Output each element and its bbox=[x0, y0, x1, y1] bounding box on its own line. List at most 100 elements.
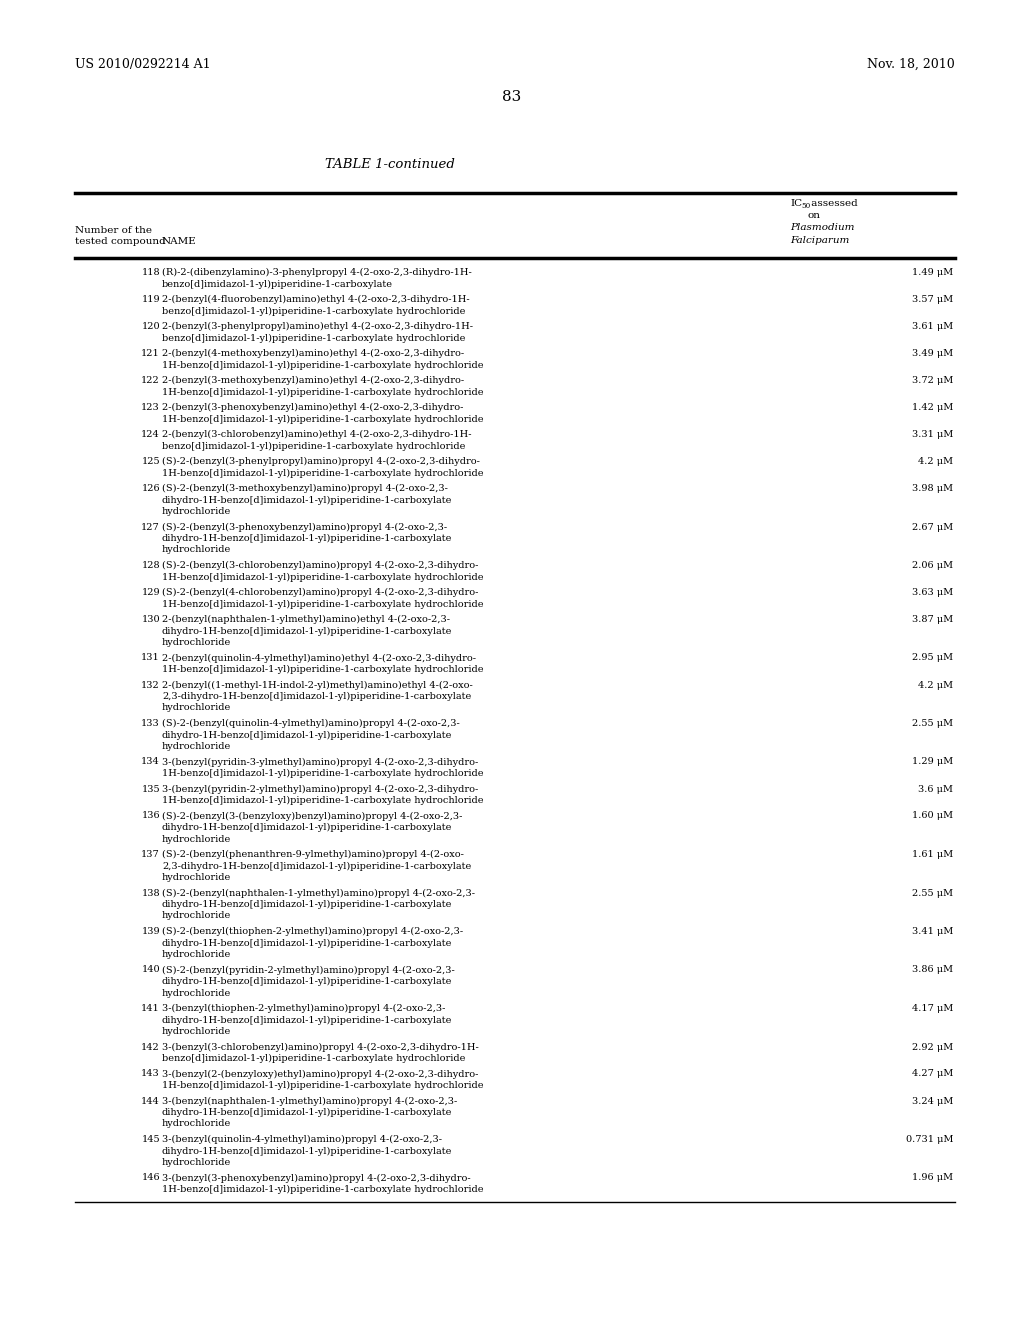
Text: dihydro-1H-benzo[d]imidazol-1-yl)piperidine-1-carboxylate: dihydro-1H-benzo[d]imidazol-1-yl)piperid… bbox=[162, 535, 453, 543]
Text: (S)-2-(benzyl(4-chlorobenzyl)amino)propyl 4-(2-oxo-2,3-dihydro-: (S)-2-(benzyl(4-chlorobenzyl)amino)propy… bbox=[162, 587, 478, 597]
Text: 140: 140 bbox=[141, 965, 160, 974]
Text: 1.96 μM: 1.96 μM bbox=[912, 1173, 953, 1183]
Text: 145: 145 bbox=[141, 1135, 160, 1144]
Text: 3.6 μM: 3.6 μM bbox=[918, 784, 953, 793]
Text: hydrochloride: hydrochloride bbox=[162, 950, 231, 960]
Text: 3-(benzyl(pyridin-2-ylmethyl)amino)propyl 4-(2-oxo-2,3-dihydro-: 3-(benzyl(pyridin-2-ylmethyl)amino)propy… bbox=[162, 784, 478, 793]
Text: tested compound: tested compound bbox=[75, 238, 166, 246]
Text: hydrochloride: hydrochloride bbox=[162, 912, 231, 920]
Text: 127: 127 bbox=[141, 523, 160, 532]
Text: 124: 124 bbox=[141, 430, 160, 440]
Text: 1H-benzo[d]imidazol-1-yl)piperidine-1-carboxylate hydrochloride: 1H-benzo[d]imidazol-1-yl)piperidine-1-ca… bbox=[162, 599, 483, 609]
Text: dihydro-1H-benzo[d]imidazol-1-yl)piperidine-1-carboxylate: dihydro-1H-benzo[d]imidazol-1-yl)piperid… bbox=[162, 939, 453, 948]
Text: 3.63 μM: 3.63 μM bbox=[911, 587, 953, 597]
Text: 3.87 μM: 3.87 μM bbox=[911, 615, 953, 624]
Text: 3.31 μM: 3.31 μM bbox=[911, 430, 953, 440]
Text: 1H-benzo[d]imidazol-1-yl)piperidine-1-carboxylate hydrochloride: 1H-benzo[d]imidazol-1-yl)piperidine-1-ca… bbox=[162, 469, 483, 478]
Text: hydrochloride: hydrochloride bbox=[162, 873, 231, 882]
Text: 2-(benzyl(4-fluorobenzyl)amino)ethyl 4-(2-oxo-2,3-dihydro-1H-: 2-(benzyl(4-fluorobenzyl)amino)ethyl 4-(… bbox=[162, 294, 470, 304]
Text: Nov. 18, 2010: Nov. 18, 2010 bbox=[867, 58, 955, 71]
Text: assessed: assessed bbox=[808, 199, 858, 209]
Text: dihydro-1H-benzo[d]imidazol-1-yl)piperidine-1-carboxylate: dihydro-1H-benzo[d]imidazol-1-yl)piperid… bbox=[162, 1015, 453, 1024]
Text: 2-(benzyl(3-chlorobenzyl)amino)ethyl 4-(2-oxo-2,3-dihydro-1H-: 2-(benzyl(3-chlorobenzyl)amino)ethyl 4-(… bbox=[162, 430, 471, 440]
Text: 3-(benzyl(pyridin-3-ylmethyl)amino)propyl 4-(2-oxo-2,3-dihydro-: 3-(benzyl(pyridin-3-ylmethyl)amino)propy… bbox=[162, 758, 478, 767]
Text: 2.67 μM: 2.67 μM bbox=[911, 523, 953, 532]
Text: 135: 135 bbox=[141, 784, 160, 793]
Text: 2.92 μM: 2.92 μM bbox=[911, 1043, 953, 1052]
Text: dihydro-1H-benzo[d]imidazol-1-yl)piperidine-1-carboxylate: dihydro-1H-benzo[d]imidazol-1-yl)piperid… bbox=[162, 822, 453, 832]
Text: 2-(benzyl(3-phenoxybenzyl)amino)ethyl 4-(2-oxo-2,3-dihydro-: 2-(benzyl(3-phenoxybenzyl)amino)ethyl 4-… bbox=[162, 403, 464, 412]
Text: 2-(benzyl((1-methyl-1H-indol-2-yl)methyl)amino)ethyl 4-(2-oxo-: 2-(benzyl((1-methyl-1H-indol-2-yl)methyl… bbox=[162, 681, 473, 689]
Text: dihydro-1H-benzo[d]imidazol-1-yl)piperidine-1-carboxylate: dihydro-1H-benzo[d]imidazol-1-yl)piperid… bbox=[162, 495, 453, 504]
Text: (S)-2-(benzyl(3-chlorobenzyl)amino)propyl 4-(2-oxo-2,3-dihydro-: (S)-2-(benzyl(3-chlorobenzyl)amino)propy… bbox=[162, 561, 478, 570]
Text: 3.98 μM: 3.98 μM bbox=[912, 484, 953, 492]
Text: 1.42 μM: 1.42 μM bbox=[911, 403, 953, 412]
Text: Falciparum: Falciparum bbox=[790, 236, 849, 246]
Text: 120: 120 bbox=[141, 322, 160, 331]
Text: hydrochloride: hydrochloride bbox=[162, 704, 231, 713]
Text: 118: 118 bbox=[141, 268, 160, 277]
Text: 2,3-dihydro-1H-benzo[d]imidazol-1-yl)piperidine-1-carboxylate: 2,3-dihydro-1H-benzo[d]imidazol-1-yl)pip… bbox=[162, 862, 471, 871]
Text: (S)-2-(benzyl(3-phenoxybenzyl)amino)propyl 4-(2-oxo-2,3-: (S)-2-(benzyl(3-phenoxybenzyl)amino)prop… bbox=[162, 523, 447, 532]
Text: 0.731 μM: 0.731 μM bbox=[905, 1135, 953, 1144]
Text: 137: 137 bbox=[141, 850, 160, 859]
Text: 2-(benzyl(4-methoxybenzyl)amino)ethyl 4-(2-oxo-2,3-dihydro-: 2-(benzyl(4-methoxybenzyl)amino)ethyl 4-… bbox=[162, 348, 464, 358]
Text: benzo[d]imidazol-1-yl)piperidine-1-carboxylate: benzo[d]imidazol-1-yl)piperidine-1-carbo… bbox=[162, 280, 393, 289]
Text: 141: 141 bbox=[141, 1005, 160, 1012]
Text: 146: 146 bbox=[141, 1173, 160, 1183]
Text: 2-(benzyl(3-phenylpropyl)amino)ethyl 4-(2-oxo-2,3-dihydro-1H-: 2-(benzyl(3-phenylpropyl)amino)ethyl 4-(… bbox=[162, 322, 473, 331]
Text: 128: 128 bbox=[141, 561, 160, 570]
Text: 1.49 μM: 1.49 μM bbox=[911, 268, 953, 277]
Text: 133: 133 bbox=[141, 719, 160, 729]
Text: 3.49 μM: 3.49 μM bbox=[911, 348, 953, 358]
Text: 1H-benzo[d]imidazol-1-yl)piperidine-1-carboxylate hydrochloride: 1H-benzo[d]imidazol-1-yl)piperidine-1-ca… bbox=[162, 1185, 483, 1195]
Text: 1H-benzo[d]imidazol-1-yl)piperidine-1-carboxylate hydrochloride: 1H-benzo[d]imidazol-1-yl)piperidine-1-ca… bbox=[162, 796, 483, 805]
Text: 2-(benzyl(naphthalen-1-ylmethyl)amino)ethyl 4-(2-oxo-2,3-: 2-(benzyl(naphthalen-1-ylmethyl)amino)et… bbox=[162, 615, 450, 624]
Text: (S)-2-(benzyl(quinolin-4-ylmethyl)amino)propyl 4-(2-oxo-2,3-: (S)-2-(benzyl(quinolin-4-ylmethyl)amino)… bbox=[162, 719, 460, 729]
Text: hydrochloride: hydrochloride bbox=[162, 989, 231, 998]
Text: 3-(benzyl(thiophen-2-ylmethyl)amino)propyl 4-(2-oxo-2,3-: 3-(benzyl(thiophen-2-ylmethyl)amino)prop… bbox=[162, 1005, 445, 1014]
Text: hydrochloride: hydrochloride bbox=[162, 1158, 231, 1167]
Text: 136: 136 bbox=[141, 812, 160, 821]
Text: dihydro-1H-benzo[d]imidazol-1-yl)piperidine-1-carboxylate: dihydro-1H-benzo[d]imidazol-1-yl)piperid… bbox=[162, 1147, 453, 1155]
Text: (S)-2-(benzyl(3-(benzyloxy)benzyl)amino)propyl 4-(2-oxo-2,3-: (S)-2-(benzyl(3-(benzyloxy)benzyl)amino)… bbox=[162, 812, 463, 821]
Text: hydrochloride: hydrochloride bbox=[162, 1027, 231, 1036]
Text: Number of the: Number of the bbox=[75, 226, 152, 235]
Text: 134: 134 bbox=[141, 758, 160, 767]
Text: 1H-benzo[d]imidazol-1-yl)piperidine-1-carboxylate hydrochloride: 1H-benzo[d]imidazol-1-yl)piperidine-1-ca… bbox=[162, 770, 483, 777]
Text: benzo[d]imidazol-1-yl)piperidine-1-carboxylate hydrochloride: benzo[d]imidazol-1-yl)piperidine-1-carbo… bbox=[162, 306, 465, 315]
Text: 50: 50 bbox=[801, 202, 810, 210]
Text: 129: 129 bbox=[141, 587, 160, 597]
Text: dihydro-1H-benzo[d]imidazol-1-yl)piperidine-1-carboxylate: dihydro-1H-benzo[d]imidazol-1-yl)piperid… bbox=[162, 1107, 453, 1117]
Text: 1H-benzo[d]imidazol-1-yl)piperidine-1-carboxylate hydrochloride: 1H-benzo[d]imidazol-1-yl)piperidine-1-ca… bbox=[162, 414, 483, 424]
Text: 3-(benzyl(3-chlorobenzyl)amino)propyl 4-(2-oxo-2,3-dihydro-1H-: 3-(benzyl(3-chlorobenzyl)amino)propyl 4-… bbox=[162, 1043, 479, 1052]
Text: 2.95 μM: 2.95 μM bbox=[912, 653, 953, 663]
Text: 131: 131 bbox=[141, 653, 160, 663]
Text: 142: 142 bbox=[141, 1043, 160, 1052]
Text: 139: 139 bbox=[141, 927, 160, 936]
Text: hydrochloride: hydrochloride bbox=[162, 834, 231, 843]
Text: TABLE 1-continued: TABLE 1-continued bbox=[325, 158, 455, 172]
Text: 2-(benzyl(quinolin-4-ylmethyl)amino)ethyl 4-(2-oxo-2,3-dihydro-: 2-(benzyl(quinolin-4-ylmethyl)amino)ethy… bbox=[162, 653, 476, 663]
Text: 1.29 μM: 1.29 μM bbox=[911, 758, 953, 767]
Text: 130: 130 bbox=[141, 615, 160, 624]
Text: 2.55 μM: 2.55 μM bbox=[912, 888, 953, 898]
Text: benzo[d]imidazol-1-yl)piperidine-1-carboxylate hydrochloride: benzo[d]imidazol-1-yl)piperidine-1-carbo… bbox=[162, 334, 465, 343]
Text: 1H-benzo[d]imidazol-1-yl)piperidine-1-carboxylate hydrochloride: 1H-benzo[d]imidazol-1-yl)piperidine-1-ca… bbox=[162, 573, 483, 582]
Text: 123: 123 bbox=[141, 403, 160, 412]
Text: hydrochloride: hydrochloride bbox=[162, 545, 231, 554]
Text: dihydro-1H-benzo[d]imidazol-1-yl)piperidine-1-carboxylate: dihydro-1H-benzo[d]imidazol-1-yl)piperid… bbox=[162, 900, 453, 909]
Text: 143: 143 bbox=[141, 1069, 160, 1078]
Text: 3.57 μM: 3.57 μM bbox=[911, 294, 953, 304]
Text: 2-(benzyl(3-methoxybenzyl)amino)ethyl 4-(2-oxo-2,3-dihydro-: 2-(benzyl(3-methoxybenzyl)amino)ethyl 4-… bbox=[162, 376, 464, 385]
Text: (S)-2-(benzyl(3-phenylpropyl)amino)propyl 4-(2-oxo-2,3-dihydro-: (S)-2-(benzyl(3-phenylpropyl)amino)propy… bbox=[162, 457, 480, 466]
Text: 138: 138 bbox=[141, 888, 160, 898]
Text: (R)-2-(dibenzylamino)-3-phenylpropyl 4-(2-oxo-2,3-dihydro-1H-: (R)-2-(dibenzylamino)-3-phenylpropyl 4-(… bbox=[162, 268, 472, 277]
Text: 4.2 μM: 4.2 μM bbox=[918, 457, 953, 466]
Text: dihydro-1H-benzo[d]imidazol-1-yl)piperidine-1-carboxylate: dihydro-1H-benzo[d]imidazol-1-yl)piperid… bbox=[162, 627, 453, 636]
Text: 2.55 μM: 2.55 μM bbox=[912, 719, 953, 729]
Text: 122: 122 bbox=[141, 376, 160, 385]
Text: 119: 119 bbox=[141, 294, 160, 304]
Text: 126: 126 bbox=[141, 484, 160, 492]
Text: 2.06 μM: 2.06 μM bbox=[912, 561, 953, 570]
